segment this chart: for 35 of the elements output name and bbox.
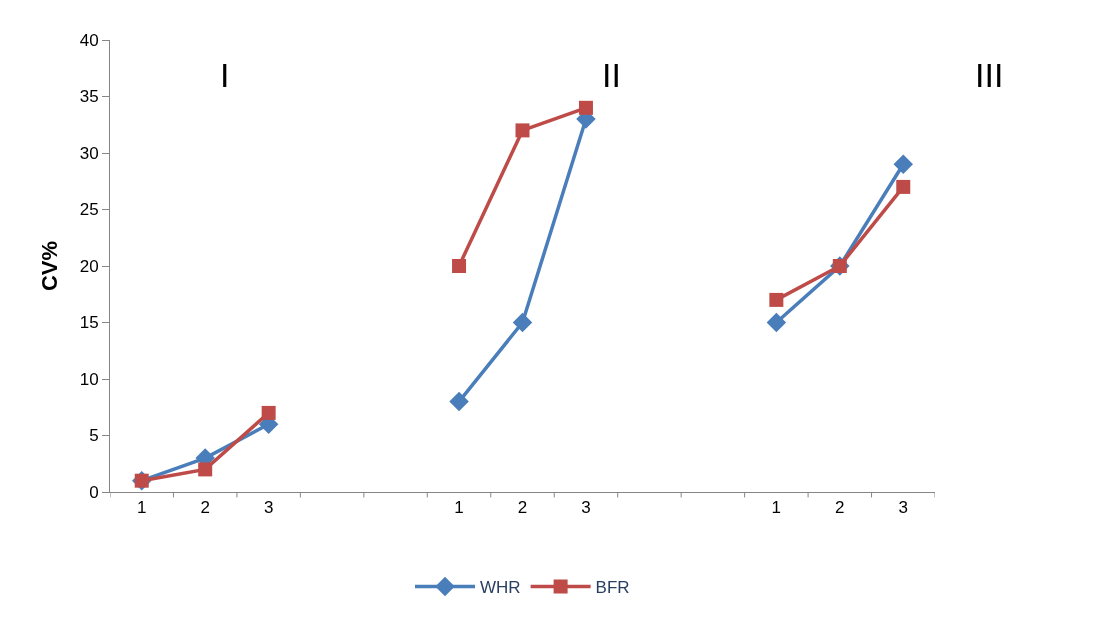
point — [515, 123, 530, 138]
y-tick-label: 40 — [79, 30, 99, 50]
x-tick-label: 2 — [200, 498, 210, 518]
x-tick-label: 3 — [898, 498, 908, 518]
legend-label: BFR — [595, 578, 630, 598]
annotation: I — [220, 56, 230, 94]
annotation: II — [602, 56, 621, 94]
point — [896, 179, 911, 194]
text: III — [975, 56, 1004, 94]
y-tick-label: 30 — [79, 143, 99, 163]
y-tick-label: 15 — [79, 313, 99, 333]
point — [512, 312, 533, 333]
y-tick-label: 10 — [79, 369, 99, 389]
point — [198, 462, 213, 477]
legend-label: WHR — [480, 578, 521, 598]
point — [893, 154, 914, 175]
x-tick-label: 1 — [771, 498, 782, 518]
y-tick-label: 5 — [89, 426, 99, 446]
x-tick-label: 1 — [454, 498, 464, 518]
x-tick-label: 2 — [835, 498, 845, 518]
point — [452, 259, 467, 273]
x-tick-label: 3 — [263, 498, 274, 518]
point — [769, 292, 784, 307]
x-tick-label: 1 — [137, 498, 147, 518]
y-tick-label: 0 — [89, 482, 99, 502]
point — [261, 405, 276, 420]
x-tick-label: 2 — [517, 498, 528, 518]
y-axis-title: CV% — [37, 240, 63, 292]
point — [449, 391, 469, 412]
y-tick-label: 25 — [79, 200, 99, 220]
x-tick-label: 3 — [581, 498, 591, 518]
y-tick-label: 20 — [79, 256, 99, 276]
point — [578, 100, 593, 115]
point — [766, 312, 787, 333]
y-tick-label: 35 — [79, 87, 99, 107]
